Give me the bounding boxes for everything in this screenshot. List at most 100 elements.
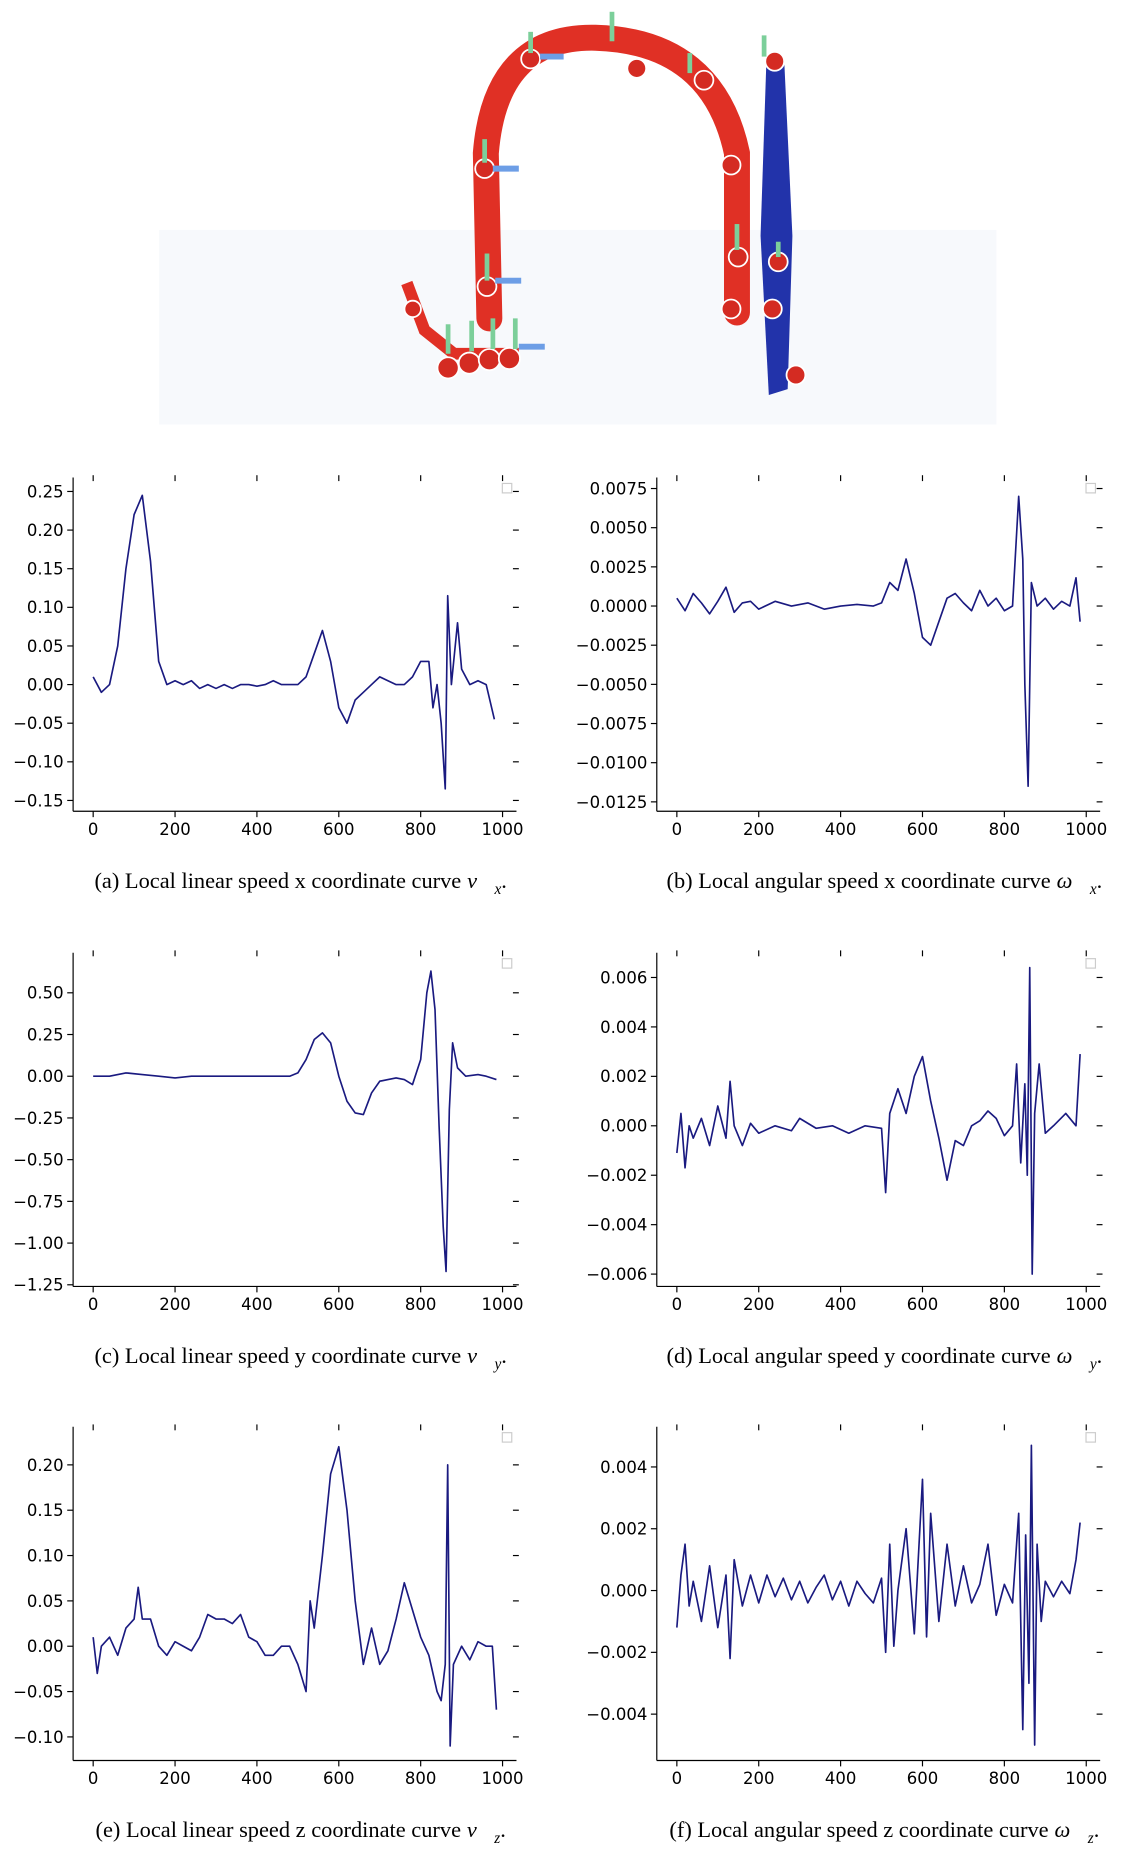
chart-panel: −0.15 −0.10 −0.05 0.00 0.05 0.10 0.15 0.20 0.25 0… [13, 475, 524, 898]
y-tick-label: 0.10 [27, 598, 64, 617]
chart-panel: −1.25 −1.00 −0.75 −0.50 −0.25 0.00 0.25 0.50 0 20… [13, 950, 524, 1373]
y-tick-label: 0.002 [600, 1067, 647, 1086]
caption: (f) Local angular speed z coordinate cur… [669, 1817, 1099, 1847]
x-tick-label: 1000 [1065, 1295, 1107, 1314]
y-tick-label: −0.002 [586, 1643, 647, 1662]
x-tick-label: 800 [989, 1769, 1021, 1788]
legend-box [501, 958, 513, 969]
caption-end: . [500, 1817, 506, 1842]
caption-subscript: z [493, 1830, 500, 1847]
render-image [159, 11, 997, 425]
y-tick-label: 0.00 [27, 1067, 64, 1086]
legend-box [1085, 1432, 1097, 1443]
x-tick-label: 400 [241, 820, 273, 839]
caption-text: (a) Local linear speed x coordinate curv… [94, 868, 461, 893]
ground [159, 229, 997, 425]
caption-end: . [1094, 1817, 1100, 1842]
y-tick-label: −0.10 [13, 1728, 64, 1747]
y-tick-label: 0.0075 [590, 479, 648, 498]
x-tick-label: 1000 [1065, 820, 1107, 839]
legend-box [1085, 958, 1097, 969]
x-tick-label: 200 [159, 1295, 191, 1314]
y-tick-label: 0.20 [27, 1456, 64, 1475]
x-tick-label: 600 [907, 1769, 939, 1788]
x-tick-label: 0 [88, 1295, 99, 1314]
caption-subscript: y [493, 1356, 502, 1373]
caption-symbol: v⃗ [467, 1817, 494, 1842]
caption-subscript: z [1087, 1830, 1094, 1847]
caption-symbol: v⃗ [467, 868, 494, 893]
y-tick-label: −0.15 [13, 791, 64, 810]
x-tick-label: 800 [989, 820, 1021, 839]
x-tick-label: 600 [323, 1769, 355, 1788]
markers [403, 48, 807, 386]
y-tick-label: −0.10 [13, 753, 64, 772]
data-line [93, 970, 497, 1273]
blue-arrows [492, 53, 564, 350]
y-tick-label: 0.000 [600, 1117, 647, 1136]
x-tick-label: 400 [241, 1295, 273, 1314]
legend-box [501, 1432, 513, 1443]
x-tick-label: 1000 [482, 1769, 524, 1788]
data-line [676, 1444, 1081, 1746]
caption-end: . [501, 868, 507, 893]
x-tick-label: 200 [743, 1295, 775, 1314]
y-tick-label: −0.0100 [576, 754, 648, 773]
caption-subscript: x [494, 881, 502, 898]
caption-end: . [1097, 868, 1103, 893]
chart-panel: −0.006 −0.004 −0.002 0.000 0.002 0.004 0.006 0 2… [586, 950, 1107, 1373]
caption-end: . [1097, 1343, 1103, 1368]
y-tick-label: 0.20 [27, 521, 64, 540]
x-tick-label: 800 [405, 1769, 437, 1788]
y-tick-label: 0.25 [27, 482, 64, 501]
caption-text: (d) Local angular speed y coordinate cur… [667, 1343, 1051, 1368]
caption-symbol: v⃗ [467, 1343, 494, 1368]
caption-subscript: x [1089, 881, 1097, 898]
x-tick-label: 0 [672, 1295, 683, 1314]
x-tick-label: 600 [323, 820, 355, 839]
x-tick-label: 800 [989, 1295, 1021, 1314]
x-tick-label: 400 [825, 820, 857, 839]
caption: (b) Local angular speed x coordinate cur… [667, 868, 1103, 898]
y-tick-label: −0.75 [13, 1192, 64, 1211]
y-tick-label: 0.15 [27, 560, 64, 579]
y-tick-label: −0.0125 [576, 793, 648, 812]
x-tick-label: 600 [907, 1295, 939, 1314]
y-tick-label: −0.0075 [576, 714, 648, 733]
y-tick-label: 0.004 [600, 1018, 647, 1037]
y-tick-label: 0.00 [27, 675, 64, 694]
caption: (e) Local linear speed z coordinate curv… [96, 1817, 506, 1847]
caption: (d) Local angular speed y coordinate cur… [667, 1343, 1103, 1373]
y-tick-label: 0.05 [27, 637, 64, 656]
y-tick-label: 0.0025 [590, 558, 648, 577]
data-line [92, 1445, 498, 1747]
chart-panel: −0.10 −0.05 0.00 0.05 0.10 0.15 0.20 0 200 400 600… [13, 1424, 524, 1847]
x-tick-label: 0 [672, 1769, 683, 1788]
y-tick-label: 0.0000 [590, 597, 648, 616]
x-tick-label: 0 [88, 820, 99, 839]
x-tick-label: 0 [672, 820, 683, 839]
red-arch [472, 24, 750, 332]
y-tick-label: 0.004 [600, 1458, 647, 1477]
y-tick-label: 0.10 [27, 1546, 64, 1565]
caption-symbol: ω⃗ [1057, 1343, 1090, 1368]
caption-text: (f) Local angular speed z coordinate cur… [669, 1817, 1048, 1842]
caption-text: (e) Local linear speed z coordinate curv… [96, 1817, 462, 1842]
y-tick-label: 0.002 [600, 1520, 647, 1539]
x-tick-label: 800 [405, 1295, 437, 1314]
y-tick-label: −0.0025 [576, 636, 648, 655]
legend-box [1085, 482, 1097, 494]
y-tick-label: −0.006 [586, 1265, 647, 1284]
x-tick-label: 400 [241, 1769, 273, 1788]
y-tick-label: 0.15 [27, 1501, 64, 1520]
caption: (c) Local linear speed y coordinate curv… [94, 1343, 506, 1373]
y-tick-label: 0.0050 [590, 519, 648, 538]
y-tick-label: −0.25 [13, 1109, 64, 1128]
y-tick-label: −0.05 [13, 1682, 64, 1701]
y-tick-label: −0.50 [13, 1151, 64, 1170]
legend-box [501, 482, 513, 494]
y-tick-label: −0.004 [586, 1216, 647, 1235]
x-tick-label: 200 [743, 820, 775, 839]
caption-subscript: y [1088, 1356, 1097, 1373]
